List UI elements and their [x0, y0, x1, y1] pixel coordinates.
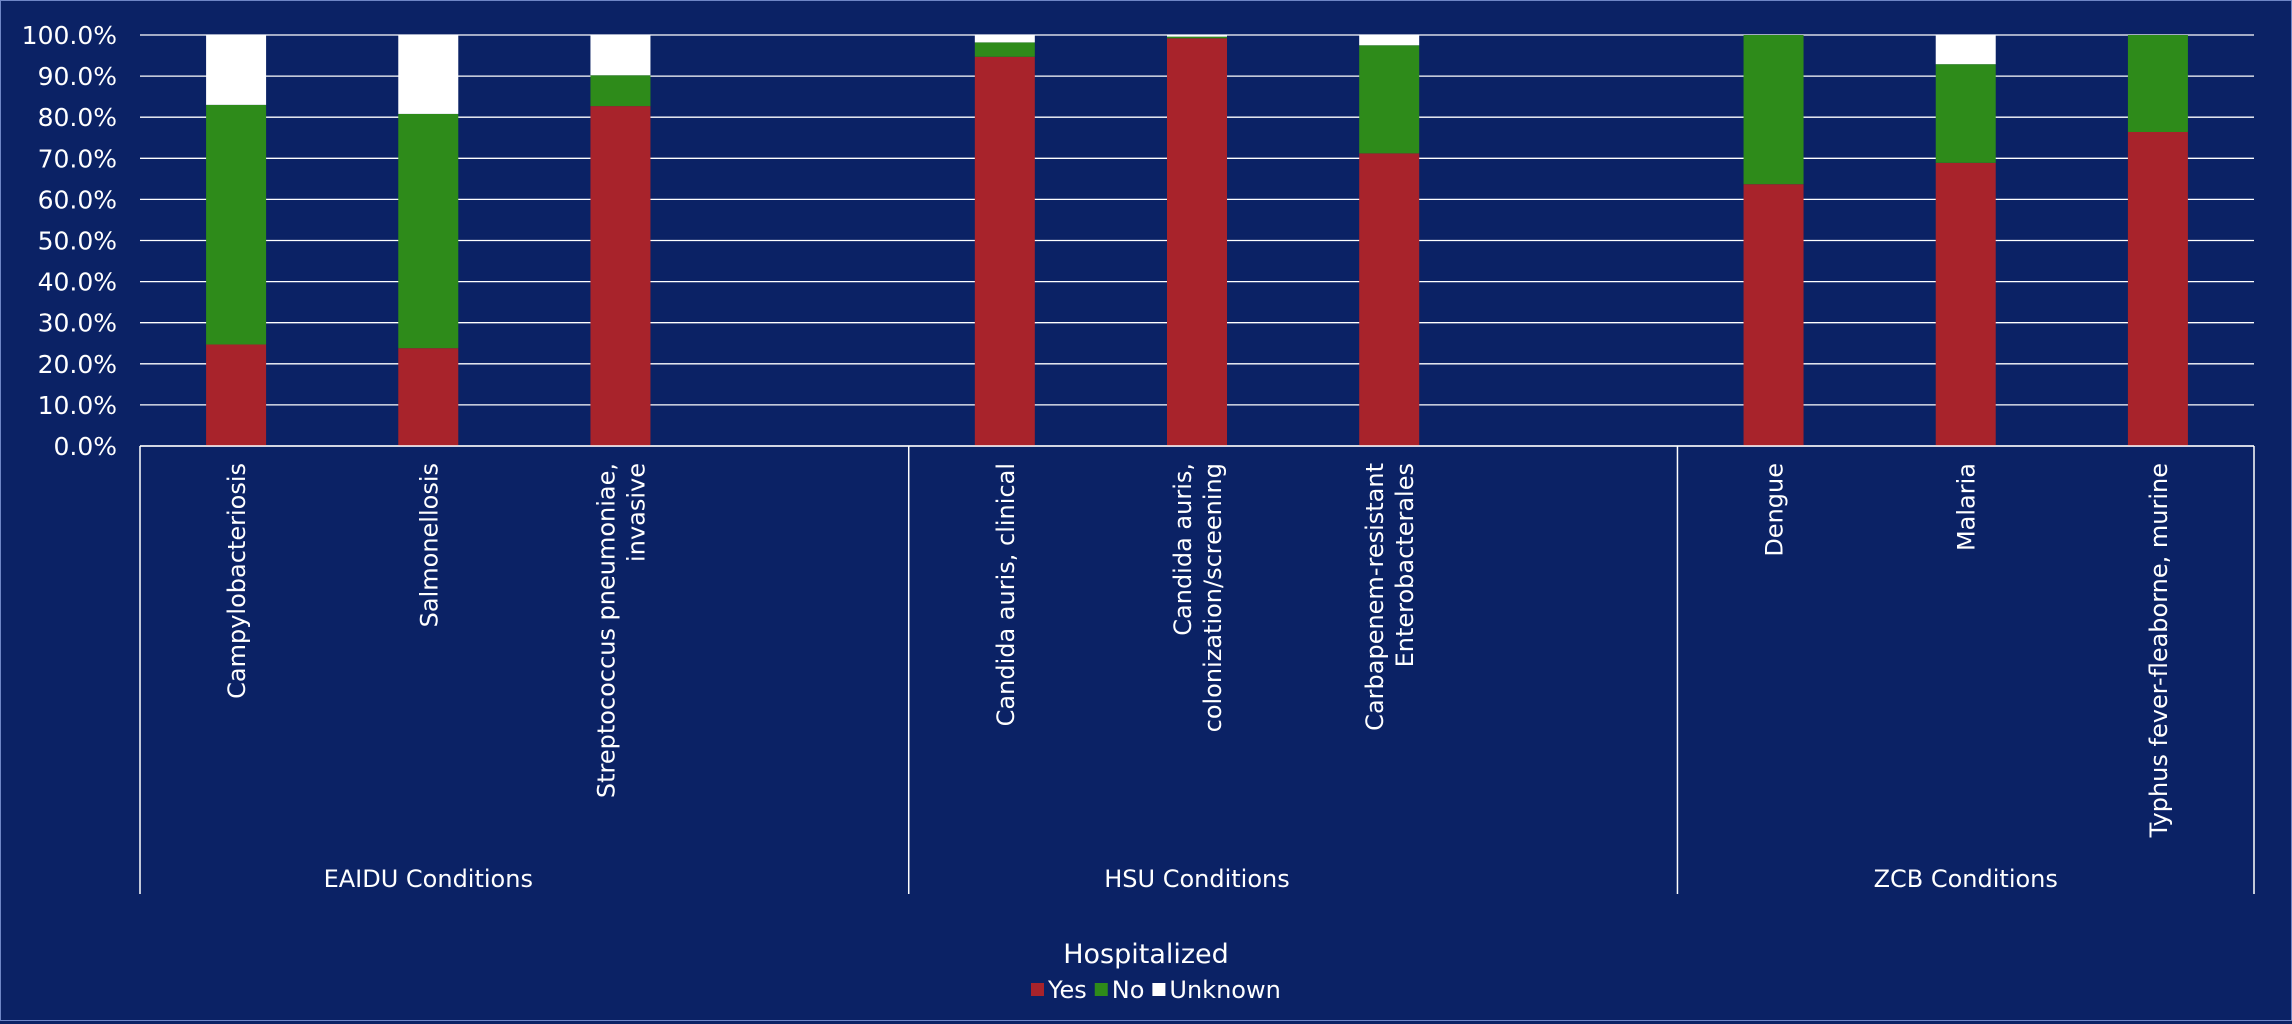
bar-segment-unknown — [1167, 35, 1227, 37]
y-tick-label: 100.0% — [22, 21, 117, 50]
bar-segment-no — [1935, 64, 1996, 163]
category-label: colonization/screening — [1199, 463, 1227, 732]
bar-segment-yes — [398, 348, 459, 446]
bar-segment-unknown — [1935, 35, 1996, 65]
bar-segment-no — [2127, 35, 2188, 132]
category-label: Carbapenem-resistant — [1361, 463, 1389, 731]
legend-swatch-no — [1094, 983, 1108, 996]
bar-segment-unknown — [206, 35, 267, 105]
bar-segment-no — [398, 113, 459, 349]
bar-segment-no — [1743, 35, 1804, 185]
y-tick-label: 30.0% — [38, 309, 117, 338]
bar-segment-yes — [1359, 153, 1420, 447]
bar-segment-yes — [1167, 38, 1227, 447]
bar-segment-yes — [2127, 131, 2188, 446]
bar-segment-yes — [974, 56, 1035, 447]
bar-segment-yes — [1743, 184, 1804, 446]
group-label: ZCB Conditions — [1874, 865, 2058, 893]
y-tick-label: 40.0% — [38, 268, 117, 297]
y-tick-label: 50.0% — [38, 227, 117, 256]
bar-segment-no — [974, 42, 1035, 57]
category-label: Candida auris, — [1169, 463, 1197, 636]
category-label: Candida auris, clinical — [992, 463, 1020, 726]
bar-segment-yes — [206, 344, 267, 446]
bar-segment-no — [1359, 45, 1420, 154]
bar-segment-unknown — [974, 35, 1035, 43]
legend-label-no: No — [1112, 976, 1145, 1004]
y-tick-label: 90.0% — [38, 62, 117, 91]
y-tick-label: 20.0% — [38, 350, 117, 379]
legend-swatch-unknown — [1152, 983, 1166, 996]
category-label: Dengue — [1761, 463, 1789, 557]
bar-segment-no — [590, 75, 651, 107]
bar-segment-no — [1167, 36, 1227, 39]
category-label: Salmonellosis — [415, 463, 443, 627]
legend-title: Hospitalized — [1063, 939, 1229, 970]
category-label: Malaria — [1953, 463, 1981, 551]
group-label: HSU Conditions — [1104, 865, 1290, 893]
category-label: invasive — [622, 463, 650, 562]
y-tick-label: 0.0% — [53, 432, 117, 461]
category-label: Enterobacterales — [1391, 463, 1419, 667]
category-label: Streptococcus pneumoniae, — [592, 463, 620, 798]
bar-segment-yes — [1935, 162, 1996, 447]
y-tick-label: 80.0% — [38, 103, 117, 132]
category-label: Campylobacteriosis — [223, 463, 251, 699]
y-tick-label: 10.0% — [38, 391, 117, 420]
group-label: EAIDU Conditions — [324, 865, 533, 893]
category-label: Typhus fever-fleaborne, murine — [2145, 463, 2173, 838]
bar-segment-yes — [590, 106, 651, 446]
legend-swatch-yes — [1031, 983, 1044, 996]
y-tick-label: 60.0% — [38, 185, 117, 214]
y-tick-label: 70.0% — [38, 144, 117, 173]
bar-segment-no — [206, 104, 267, 345]
legend-label-unknown: Unknown — [1169, 976, 1280, 1004]
bar-segment-unknown — [590, 35, 651, 76]
legend-label-yes: Yes — [1047, 976, 1087, 1004]
bar-segment-unknown — [398, 35, 459, 114]
bar-segment-unknown — [1359, 35, 1420, 46]
